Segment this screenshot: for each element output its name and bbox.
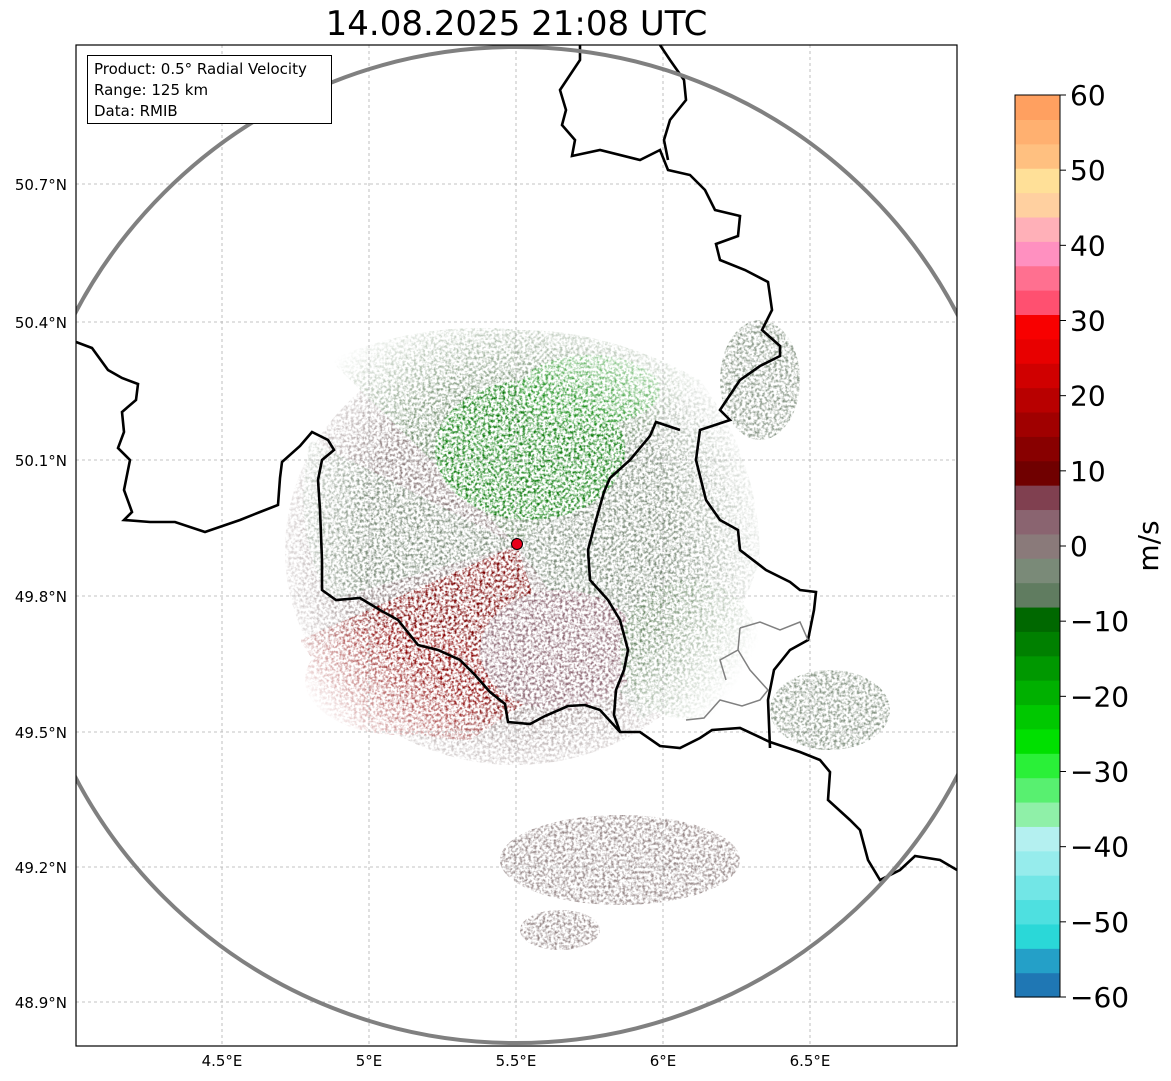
colorbar-segment [1015,533,1060,559]
info-data-source: Data: RMIB [94,102,178,120]
colorbar-tick-label: 40 [1070,229,1106,262]
colorbar-tick-label: 30 [1070,305,1106,338]
echo-mauve-south [480,590,640,710]
echo-outbound-core [305,625,495,735]
colorbar-segment [1015,143,1060,169]
colorbar-segment [1015,119,1060,145]
colorbar-tick-label: 10 [1070,455,1106,488]
border-region-gray [685,621,809,721]
colorbar-segment [1015,582,1060,608]
info-range: Range: 125 km [94,81,209,99]
colorbar-segment [1015,899,1060,925]
colorbar-segment [1015,192,1060,218]
radar-echo-field [285,320,890,950]
colorbar-label: m/s [1132,520,1165,571]
lat-tick-label: 50.4°N [15,314,67,332]
colorbar-segment [1015,241,1060,267]
colorbar-segment [1015,680,1060,706]
colorbar-segment [1015,753,1060,779]
lat-tick-label: 49.8°N [15,588,67,606]
colorbar-segment [1015,606,1060,632]
lat-tick-label: 49.2°N [15,859,67,877]
colorbar-tick-label: 20 [1070,380,1106,413]
colorbar-segment [1015,509,1060,535]
border-belgium-france-west [76,340,957,882]
info-product: Product: 0.5° Radial Velocity [94,60,307,78]
colorbar-tick-label: 0 [1070,530,1088,563]
colorbar-segment [1015,460,1060,486]
country-borders [76,45,957,1045]
lon-tick-label: 5°E [356,1052,383,1070]
colorbar-segment [1015,826,1060,852]
colorbar-tick-label: 60 [1070,79,1106,112]
range-ring [76,45,957,1045]
colorbar-segment [1015,801,1060,827]
colorbar-segment [1015,631,1060,657]
colorbar-tick-label: 50 [1070,154,1106,187]
colorbar-segment [1015,875,1060,901]
colorbar-tick-label: −30 [1070,756,1129,789]
colorbar-segment [1015,168,1060,194]
lon-tick-label: 4.5°E [202,1052,243,1070]
colorbar-tick-label: −20 [1070,680,1129,713]
colorbar-segment [1015,850,1060,876]
colorbar-segment [1015,216,1060,242]
colorbar-segment [1015,972,1060,998]
lon-tick-label: 6.5°E [790,1052,831,1070]
lat-tick-label: 50.7°N [15,176,67,194]
colorbar-segment [1015,436,1060,462]
map-title: 14.08.2025 21:08 UTC [325,4,708,44]
lat-tick-label: 50.1°N [15,452,67,470]
colorbar-tick-label: −10 [1070,605,1129,638]
product-info-box: Product: 0.5° Radial Velocity Range: 125… [87,55,332,124]
border-luxembourg-west [586,420,681,733]
colorbar-segment [1015,338,1060,364]
colorbar-tick-label: −60 [1070,981,1129,1014]
colorbar-segment [1015,558,1060,584]
lat-tick-label: 48.9°N [15,994,67,1012]
colorbar-segment [1015,265,1060,291]
colorbar-tick-label: −40 [1070,831,1129,864]
colorbar-segment [1015,290,1060,316]
colorbar-segment [1015,314,1060,340]
echo-west [303,440,517,600]
colorbar-segments [1015,95,1060,998]
lon-tick-label: 5.5°E [496,1052,537,1070]
colorbar: 60 50 40 30 20 10 0 −10 −20 −30 −40 −50 −60 m/s [1014,79,1165,1014]
lat-tick-label: 49.5°N [15,724,67,742]
border-east-upper [658,45,688,161]
border-east-north [558,45,818,749]
colorbar-segment [1015,728,1060,754]
colorbar-segment [1015,387,1060,413]
colorbar-segment [1015,363,1060,389]
lat-tick-labels: 50.7°N 50.4°N 50.1°N 49.8°N 49.5°N 49.2°… [15,176,67,1012]
map-frame [75,44,958,1047]
colorbar-tick-label: −50 [1070,906,1129,939]
lon-tick-labels: 4.5°E 5°E 5.5°E 6°E 6.5°E [202,1052,831,1070]
echo-gray-east [620,580,760,720]
colorbar-segment [1015,704,1060,730]
radar-site-marker [511,538,523,550]
echo-inbound-band [520,355,660,425]
colorbar-segment [1015,485,1060,511]
colorbar-segment [1015,655,1060,681]
colorbar-ticks: 60 50 40 30 20 10 0 −10 −20 −30 −40 −50 −60 [1060,79,1129,1014]
colorbar-segment [1015,777,1060,803]
lon-tick-label: 6°E [650,1052,677,1070]
colorbar-segment [1015,95,1060,120]
colorbar-segment [1015,923,1060,949]
colorbar-segment [1015,948,1060,974]
colorbar-segment [1015,411,1060,437]
